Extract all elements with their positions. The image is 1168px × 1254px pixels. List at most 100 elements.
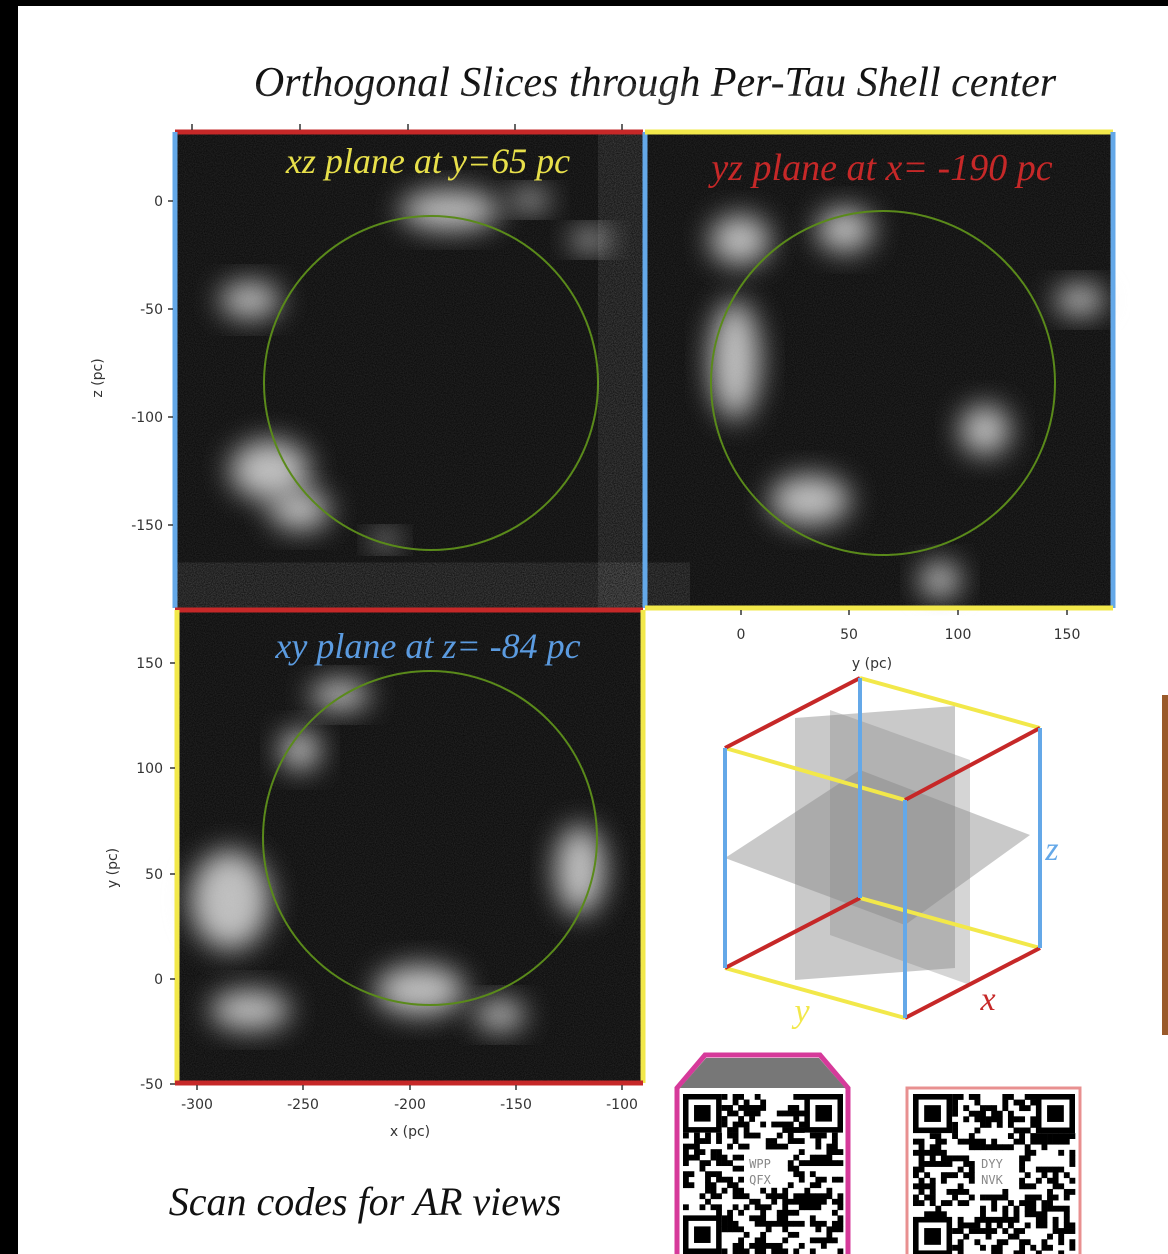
qr-module xyxy=(941,1161,947,1167)
qr-module xyxy=(1053,1139,1059,1145)
qr-module xyxy=(1069,1189,1075,1195)
dust-cloud xyxy=(220,282,280,318)
qr-module xyxy=(744,1127,750,1133)
qr-module xyxy=(782,1199,788,1205)
dust-cloud xyxy=(510,190,550,210)
qr-module xyxy=(997,1144,1003,1150)
qr-module xyxy=(810,1133,816,1139)
y-tick-label: -100 xyxy=(131,410,163,426)
dust-cloud xyxy=(770,475,850,525)
dust-cloud xyxy=(710,300,760,420)
qr-module xyxy=(952,1172,958,1178)
qr-module xyxy=(1030,1100,1036,1106)
qr-module xyxy=(997,1250,1003,1254)
qr-module xyxy=(683,1155,689,1161)
qr-module xyxy=(1030,1200,1036,1206)
qr-module xyxy=(974,1128,980,1134)
qr-module xyxy=(727,1111,733,1117)
qr-module xyxy=(733,1133,739,1139)
qr-module xyxy=(930,1195,936,1201)
qr-module xyxy=(799,1243,805,1249)
qr-module xyxy=(1069,1239,1075,1245)
qr-module xyxy=(913,1200,919,1206)
qr-module xyxy=(1053,1206,1059,1212)
qr-module xyxy=(766,1221,772,1227)
qr-module xyxy=(1014,1234,1020,1240)
qr-module xyxy=(722,1177,728,1183)
qr-module xyxy=(799,1193,805,1199)
qr-module xyxy=(1030,1195,1036,1201)
qr-module xyxy=(930,1189,936,1195)
qr-module xyxy=(974,1144,980,1150)
qr-module xyxy=(760,1237,766,1243)
qr-module xyxy=(837,1149,843,1155)
qr-module xyxy=(1008,1200,1014,1206)
qr-module xyxy=(941,1178,947,1184)
qr-module xyxy=(963,1189,969,1195)
qr-module xyxy=(727,1160,733,1166)
qr-module xyxy=(705,1199,711,1205)
qr-module xyxy=(700,1149,706,1155)
qr-module xyxy=(1025,1094,1031,1100)
qr-module xyxy=(1030,1139,1036,1145)
qr-module xyxy=(919,1189,925,1195)
qr-module xyxy=(722,1105,728,1111)
qr-module xyxy=(815,1177,821,1183)
qr-module xyxy=(777,1193,783,1199)
qr-module xyxy=(832,1133,838,1139)
qr-module xyxy=(738,1237,744,1243)
qr-module xyxy=(760,1105,766,1111)
qr-module xyxy=(1019,1228,1025,1234)
qr-finder xyxy=(924,1228,941,1245)
qr-module xyxy=(832,1226,838,1232)
qr-module xyxy=(727,1221,733,1227)
qr-module xyxy=(738,1243,744,1249)
qr-module xyxy=(700,1193,706,1199)
qr-module xyxy=(919,1155,925,1161)
qr-module xyxy=(832,1237,838,1243)
qr-module xyxy=(733,1094,739,1100)
qr-module xyxy=(821,1221,827,1227)
qr-module xyxy=(705,1171,711,1177)
qr-module xyxy=(1030,1211,1036,1217)
qr-module xyxy=(1019,1116,1025,1122)
qr-module xyxy=(760,1100,766,1106)
dust-cloud xyxy=(475,1000,525,1030)
qr-module xyxy=(821,1237,827,1243)
qr-module xyxy=(1014,1139,1020,1145)
qr-module xyxy=(980,1105,986,1111)
qr-module xyxy=(782,1226,788,1232)
qr-module xyxy=(716,1177,722,1183)
qr-module xyxy=(810,1160,816,1166)
qr-module xyxy=(963,1222,969,1228)
qr-module xyxy=(1053,1178,1059,1184)
qr-module xyxy=(733,1111,739,1117)
qr-module xyxy=(793,1232,799,1238)
qr-module xyxy=(821,1160,827,1166)
qr-module xyxy=(799,1149,805,1155)
qr-module xyxy=(738,1122,744,1128)
qr-module xyxy=(727,1177,733,1183)
qr-module xyxy=(727,1215,733,1221)
qr-module xyxy=(991,1228,997,1234)
qr-module xyxy=(1058,1239,1064,1245)
qr-module xyxy=(722,1122,728,1128)
qr-module xyxy=(782,1204,788,1210)
qr-module xyxy=(733,1226,739,1232)
qr-module xyxy=(832,1160,838,1166)
qr-module xyxy=(771,1199,777,1205)
top-bar xyxy=(0,0,1168,6)
qr-module xyxy=(716,1138,722,1144)
qr-module xyxy=(815,1237,821,1243)
qr-module xyxy=(826,1193,832,1199)
qr-module xyxy=(1019,1105,1025,1111)
panel-label: xz plane at y=65 pc xyxy=(285,141,570,181)
qr-module xyxy=(1008,1144,1014,1150)
y-tick-label: -150 xyxy=(131,518,163,534)
qr-module xyxy=(1008,1122,1014,1128)
qr-module xyxy=(919,1161,925,1167)
y-tick-label: 100 xyxy=(136,761,163,777)
qr-module xyxy=(722,1160,728,1166)
qr-module xyxy=(935,1206,941,1212)
qr-module xyxy=(760,1243,766,1249)
